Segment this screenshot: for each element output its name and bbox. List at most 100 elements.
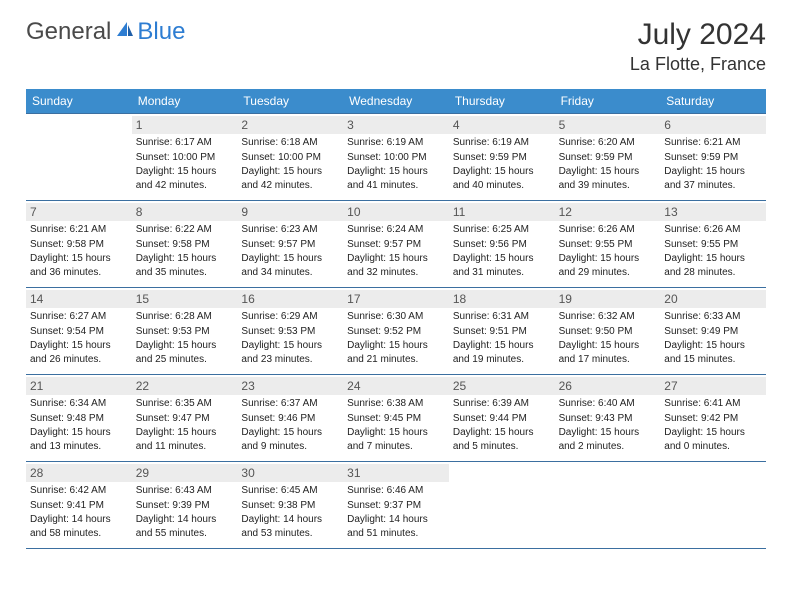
- calendar: SundayMondayTuesdayWednesdayThursdayFrid…: [26, 89, 766, 549]
- day-cell: 3Sunrise: 6:19 AMSunset: 10:00 PMDayligh…: [343, 114, 449, 200]
- sunrise-line: Sunrise: 6:30 AM: [347, 310, 445, 324]
- day-number: 18: [449, 290, 555, 308]
- day-number: 30: [237, 464, 343, 482]
- day-number: 2: [237, 116, 343, 134]
- weekday-wednesday: Wednesday: [343, 89, 449, 113]
- sunset-line: Sunset: 9:43 PM: [559, 412, 657, 426]
- sunrise-line: Sunrise: 6:37 AM: [241, 397, 339, 411]
- sunrise-line: Sunrise: 6:23 AM: [241, 223, 339, 237]
- day-cell: 17Sunrise: 6:30 AMSunset: 9:52 PMDayligh…: [343, 288, 449, 374]
- day-number: 25: [449, 377, 555, 395]
- sunset-line: Sunset: 9:42 PM: [664, 412, 762, 426]
- day-number: 20: [660, 290, 766, 308]
- weekday-monday: Monday: [132, 89, 238, 113]
- day-number: 9: [237, 203, 343, 221]
- day-cell: 4Sunrise: 6:19 AMSunset: 9:59 PMDaylight…: [449, 114, 555, 200]
- daylight-line: Daylight: 15 hours and 40 minutes.: [453, 165, 551, 192]
- daylight-line: Daylight: 14 hours and 53 minutes.: [241, 513, 339, 540]
- sunset-line: Sunset: 9:57 PM: [241, 238, 339, 252]
- day-number: 1: [132, 116, 238, 134]
- sunrise-line: Sunrise: 6:25 AM: [453, 223, 551, 237]
- sunrise-line: Sunrise: 6:21 AM: [664, 136, 762, 150]
- sunrise-line: Sunrise: 6:33 AM: [664, 310, 762, 324]
- sunrise-line: Sunrise: 6:39 AM: [453, 397, 551, 411]
- day-cell: 15Sunrise: 6:28 AMSunset: 9:53 PMDayligh…: [132, 288, 238, 374]
- daylight-line: Daylight: 14 hours and 55 minutes.: [136, 513, 234, 540]
- week-row: 21Sunrise: 6:34 AMSunset: 9:48 PMDayligh…: [26, 374, 766, 461]
- day-cell: 25Sunrise: 6:39 AMSunset: 9:44 PMDayligh…: [449, 375, 555, 461]
- daylight-line: Daylight: 15 hours and 26 minutes.: [30, 339, 128, 366]
- daylight-line: Daylight: 15 hours and 31 minutes.: [453, 252, 551, 279]
- sunset-line: Sunset: 9:57 PM: [347, 238, 445, 252]
- daylight-line: Daylight: 15 hours and 19 minutes.: [453, 339, 551, 366]
- daylight-line: Daylight: 15 hours and 35 minutes.: [136, 252, 234, 279]
- sunset-line: Sunset: 9:41 PM: [30, 499, 128, 513]
- day-cell: 22Sunrise: 6:35 AMSunset: 9:47 PMDayligh…: [132, 375, 238, 461]
- sunrise-line: Sunrise: 6:21 AM: [30, 223, 128, 237]
- week-row: 7Sunrise: 6:21 AMSunset: 9:58 PMDaylight…: [26, 200, 766, 287]
- sunrise-line: Sunrise: 6:38 AM: [347, 397, 445, 411]
- sunset-line: Sunset: 9:49 PM: [664, 325, 762, 339]
- sunset-line: Sunset: 9:56 PM: [453, 238, 551, 252]
- day-cell: [449, 462, 555, 548]
- daylight-line: Daylight: 15 hours and 21 minutes.: [347, 339, 445, 366]
- sunrise-line: Sunrise: 6:43 AM: [136, 484, 234, 498]
- daylight-line: Daylight: 15 hours and 2 minutes.: [559, 426, 657, 453]
- day-cell: 31Sunrise: 6:46 AMSunset: 9:37 PMDayligh…: [343, 462, 449, 548]
- sunset-line: Sunset: 9:44 PM: [453, 412, 551, 426]
- day-cell: 11Sunrise: 6:25 AMSunset: 9:56 PMDayligh…: [449, 201, 555, 287]
- day-cell: 1Sunrise: 6:17 AMSunset: 10:00 PMDayligh…: [132, 114, 238, 200]
- sunrise-line: Sunrise: 6:27 AM: [30, 310, 128, 324]
- sunset-line: Sunset: 9:51 PM: [453, 325, 551, 339]
- daylight-line: Daylight: 15 hours and 42 minutes.: [136, 165, 234, 192]
- sunset-line: Sunset: 9:47 PM: [136, 412, 234, 426]
- sunrise-line: Sunrise: 6:19 AM: [347, 136, 445, 150]
- daylight-line: Daylight: 15 hours and 39 minutes.: [559, 165, 657, 192]
- day-cell: 23Sunrise: 6:37 AMSunset: 9:46 PMDayligh…: [237, 375, 343, 461]
- day-cell: 28Sunrise: 6:42 AMSunset: 9:41 PMDayligh…: [26, 462, 132, 548]
- sunset-line: Sunset: 9:54 PM: [30, 325, 128, 339]
- sunrise-line: Sunrise: 6:41 AM: [664, 397, 762, 411]
- sunset-line: Sunset: 10:00 PM: [241, 151, 339, 165]
- daylight-line: Daylight: 15 hours and 0 minutes.: [664, 426, 762, 453]
- day-number: 7: [26, 203, 132, 221]
- sunset-line: Sunset: 9:37 PM: [347, 499, 445, 513]
- day-number: 13: [660, 203, 766, 221]
- day-cell: 19Sunrise: 6:32 AMSunset: 9:50 PMDayligh…: [555, 288, 661, 374]
- day-number: 23: [237, 377, 343, 395]
- day-cell: 18Sunrise: 6:31 AMSunset: 9:51 PMDayligh…: [449, 288, 555, 374]
- daylight-line: Daylight: 14 hours and 51 minutes.: [347, 513, 445, 540]
- day-number: 3: [343, 116, 449, 134]
- daylight-line: Daylight: 15 hours and 37 minutes.: [664, 165, 762, 192]
- sunset-line: Sunset: 9:59 PM: [453, 151, 551, 165]
- day-number: 28: [26, 464, 132, 482]
- daylight-line: Daylight: 15 hours and 42 minutes.: [241, 165, 339, 192]
- sunrise-line: Sunrise: 6:28 AM: [136, 310, 234, 324]
- day-number: 4: [449, 116, 555, 134]
- sunrise-line: Sunrise: 6:22 AM: [136, 223, 234, 237]
- sunset-line: Sunset: 9:45 PM: [347, 412, 445, 426]
- sunset-line: Sunset: 9:48 PM: [30, 412, 128, 426]
- day-number: 22: [132, 377, 238, 395]
- day-number: 6: [660, 116, 766, 134]
- sunset-line: Sunset: 9:39 PM: [136, 499, 234, 513]
- sunset-line: Sunset: 10:00 PM: [347, 151, 445, 165]
- sunset-line: Sunset: 9:38 PM: [241, 499, 339, 513]
- daylight-line: Daylight: 15 hours and 7 minutes.: [347, 426, 445, 453]
- day-number: 10: [343, 203, 449, 221]
- logo: General Blue: [26, 18, 185, 46]
- day-number: 31: [343, 464, 449, 482]
- sunrise-line: Sunrise: 6:24 AM: [347, 223, 445, 237]
- day-cell: 12Sunrise: 6:26 AMSunset: 9:55 PMDayligh…: [555, 201, 661, 287]
- day-cell: 26Sunrise: 6:40 AMSunset: 9:43 PMDayligh…: [555, 375, 661, 461]
- sunset-line: Sunset: 9:50 PM: [559, 325, 657, 339]
- daylight-line: Daylight: 15 hours and 13 minutes.: [30, 426, 128, 453]
- day-cell: 5Sunrise: 6:20 AMSunset: 9:59 PMDaylight…: [555, 114, 661, 200]
- day-number: 12: [555, 203, 661, 221]
- day-cell: 8Sunrise: 6:22 AMSunset: 9:58 PMDaylight…: [132, 201, 238, 287]
- day-cell: 21Sunrise: 6:34 AMSunset: 9:48 PMDayligh…: [26, 375, 132, 461]
- sunrise-line: Sunrise: 6:35 AM: [136, 397, 234, 411]
- sunset-line: Sunset: 9:55 PM: [559, 238, 657, 252]
- sunset-line: Sunset: 9:58 PM: [136, 238, 234, 252]
- day-number: 29: [132, 464, 238, 482]
